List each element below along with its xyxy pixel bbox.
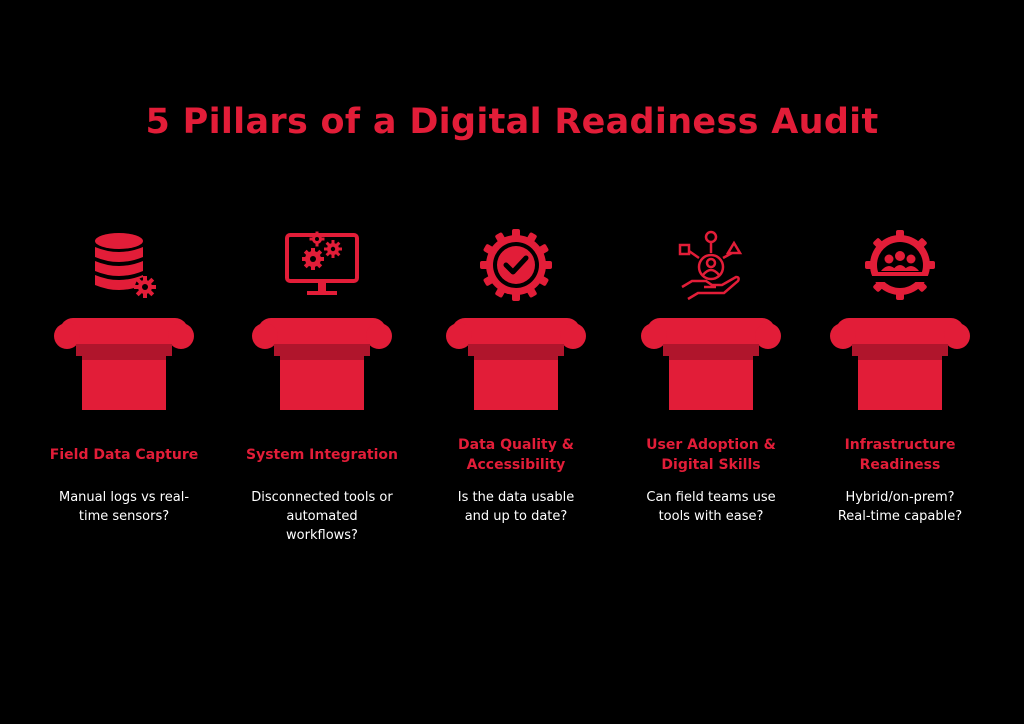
pillar-label-line: Accessibility — [466, 457, 566, 473]
pillar-label: Field Data Capture — [26, 445, 222, 465]
pillar-label-line: Infrastructure — [844, 437, 956, 453]
monitor-gears-icon — [277, 225, 367, 305]
pillar-description-line: Can field teams use — [646, 490, 776, 505]
pillar-label: User Adoption & Digital Skills — [613, 435, 809, 475]
pillar-description: Hybrid/on-prem? Real-time capable? — [802, 488, 998, 526]
pillar-description-line: Hybrid/on-prem? — [845, 490, 955, 505]
pillar-description-line: time sensors? — [78, 509, 170, 524]
pillar-column-shape — [252, 318, 392, 410]
pillar-description-line: tools with ease? — [658, 509, 764, 524]
pillar-label-line: Readiness — [859, 457, 941, 473]
pillar-description-line: automated — [286, 509, 358, 524]
pillar-description: Manual logs vs real- time sensors? — [26, 488, 222, 526]
team-gear-icon — [855, 225, 945, 305]
pillar-description-line: Is the data usable — [457, 490, 575, 505]
pillar-label: System Integration — [224, 445, 420, 465]
database-gear-icon — [79, 225, 169, 305]
pillar-description-line: Manual logs vs real- — [58, 490, 190, 505]
pillar-label-line: User Adoption & — [646, 437, 776, 453]
pillar-description-line: Disconnected tools or — [251, 490, 393, 505]
pillar-column-shape — [446, 318, 586, 410]
pillar-label-line: System Integration — [245, 447, 398, 463]
pillar-description: Is the data usable and up to date? — [418, 488, 614, 526]
pillar-label: Data Quality & Accessibility — [418, 435, 614, 475]
pillar-column-shape — [641, 318, 781, 410]
user-hand-network-icon — [666, 225, 756, 305]
pillar-label: Infrastructure Readiness — [802, 435, 998, 475]
pillar-label-line: Digital Skills — [661, 457, 761, 473]
pillar-description-line: workflows? — [286, 528, 358, 543]
pillar-description-line: Real-time capable? — [837, 509, 963, 524]
pillar-label-line: Data Quality & — [458, 437, 574, 453]
pillar-description: Can field teams use tools with ease? — [613, 488, 809, 526]
check-badge-icon — [471, 225, 561, 305]
pillar-description: Disconnected tools or automated workflow… — [224, 488, 420, 545]
page-title: 5 Pillars of a Digital Readiness Audit — [145, 102, 879, 142]
pillar-label-line: Field Data Capture — [49, 447, 199, 463]
pillar-column-shape — [54, 318, 194, 410]
pillar-column-shape — [830, 318, 970, 410]
pillar-description-line: and up to date? — [464, 509, 568, 524]
